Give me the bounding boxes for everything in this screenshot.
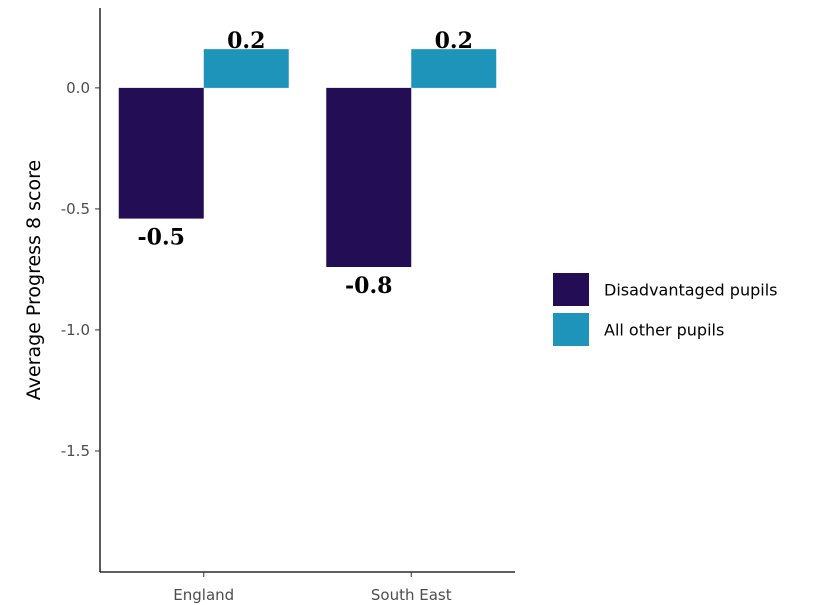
legend-label: All other pupils bbox=[604, 321, 724, 340]
x-axis-ticks: England South East bbox=[173, 572, 452, 604]
legend-label: Disadvantaged pupils bbox=[604, 281, 777, 300]
data-label: -0.8 bbox=[345, 273, 392, 299]
data-label: -0.5 bbox=[138, 225, 185, 251]
bar-all-other-south-east bbox=[411, 49, 497, 88]
bar-disadvantaged-england bbox=[118, 87, 204, 219]
y-tick-label: -0.5 bbox=[61, 200, 90, 218]
data-label: 0.2 bbox=[227, 28, 265, 54]
x-tick-label: South East bbox=[371, 586, 452, 604]
plot-area: -0.5 0.2 -0.8 0.2 bbox=[118, 28, 497, 299]
bar-disadvantaged-south-east bbox=[326, 87, 412, 268]
y-axis-ticks: 0.0 -0.5 -1.0 -1.5 bbox=[61, 79, 100, 460]
bar-all-other-england bbox=[203, 49, 289, 88]
x-tick-label: England bbox=[173, 586, 234, 604]
y-axis-title: Average Progress 8 score bbox=[23, 160, 45, 400]
y-tick-label: -1.0 bbox=[61, 321, 90, 339]
legend: Disadvantaged pupils All other pupils bbox=[553, 273, 777, 346]
legend-swatch bbox=[553, 273, 589, 306]
data-label: 0.2 bbox=[435, 28, 473, 54]
y-tick-label: 0.0 bbox=[66, 79, 90, 97]
y-tick-label: -1.5 bbox=[61, 442, 90, 460]
legend-swatch bbox=[553, 313, 589, 346]
